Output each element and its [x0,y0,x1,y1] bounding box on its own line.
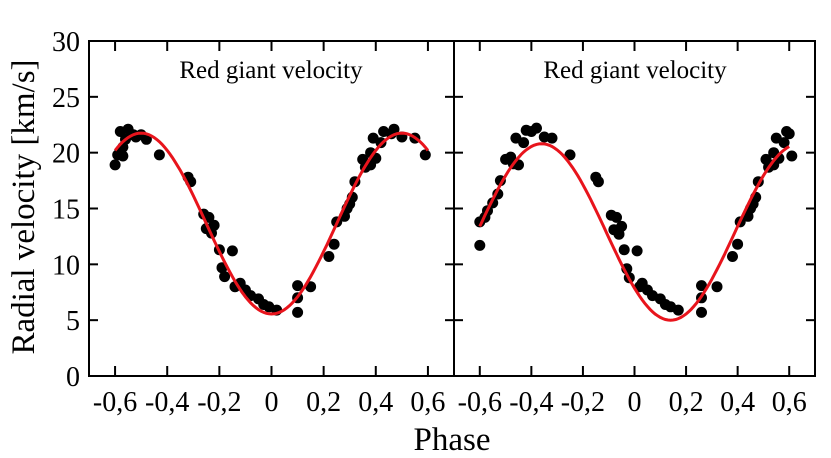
data-point [564,149,576,161]
left-panel: Red giant velocity [88,40,455,377]
y-tick-label: 10 [52,250,80,281]
data-point [778,137,790,149]
x-tick-label: 0,2 [669,387,704,418]
x-axis-tick-labels: -0,6 -0,4 -0,2 0 0,2 0,4 0,6 -0,6 -0,4 -0,2 0 0,2 0,… [93,387,807,418]
y-tick-label: 15 [52,195,80,226]
left-panel-points [109,123,431,318]
data-point [696,280,707,292]
y-axis-tick-labels: 0 5 10 15 20 25 30 [52,27,80,393]
data-point [208,219,220,231]
data-point [631,245,643,257]
x-tick-label: 0 [265,387,279,418]
right-panel-fit-curve [478,142,790,322]
data-point [226,245,238,257]
data-point [531,122,542,134]
x-tick-label: -0,2 [561,387,605,418]
y-axis-label: Radial velocity [km/s] [6,59,42,354]
data-point [419,149,431,161]
y-tick-label: 20 [52,139,80,170]
left-panel-ticks [89,41,454,376]
right-panel: Red giant velocity [453,40,816,377]
data-point [783,128,795,140]
left-panel-title: Red giant velocity [179,57,363,84]
x-tick-label: -0,6 [93,387,137,418]
x-tick-label: 0,6 [772,387,807,418]
right-panel-points [474,122,798,318]
data-point [474,239,486,251]
data-point [109,159,121,171]
data-point [611,211,622,223]
data-point [140,133,152,145]
right-panel-title: Red giant velocity [543,57,727,84]
x-tick-label: 0,4 [720,387,755,418]
left-panel-fit-curve [113,131,430,316]
right-panel-ticks [454,41,815,376]
data-point [153,149,165,161]
data-point [546,132,558,144]
data-point [732,238,744,250]
x-tick-label: 0,4 [358,387,393,418]
data-point [727,251,738,262]
x-tick-label: -0,6 [458,387,502,418]
x-tick-label: -0,2 [197,387,241,418]
x-tick-label: 0,6 [410,387,445,418]
data-point [786,150,798,162]
y-tick-label: 5 [66,306,80,337]
x-tick-label: 0 [628,387,642,418]
x-tick-label: -0,4 [145,387,189,418]
y-tick-label: 0 [66,362,80,393]
data-point [328,238,340,250]
data-point [618,244,630,256]
data-point [711,281,723,293]
data-point [292,306,304,318]
data-point [672,304,684,316]
data-point [117,150,129,162]
left-panel-frame [88,40,455,377]
data-point [616,220,628,232]
x-tick-label: -0,4 [509,387,553,418]
y-tick-label: 25 [52,83,80,114]
data-point [388,123,400,135]
data-point [592,176,604,188]
x-tick-label: 0,2 [306,387,341,418]
data-point [696,306,707,318]
right-panel-frame [453,40,816,377]
x-axis-label: Phase [414,422,491,458]
data-point [518,137,530,149]
y-tick-label: 30 [52,27,80,58]
data-point [219,271,231,283]
data-point [292,280,304,292]
data-point [323,251,335,262]
